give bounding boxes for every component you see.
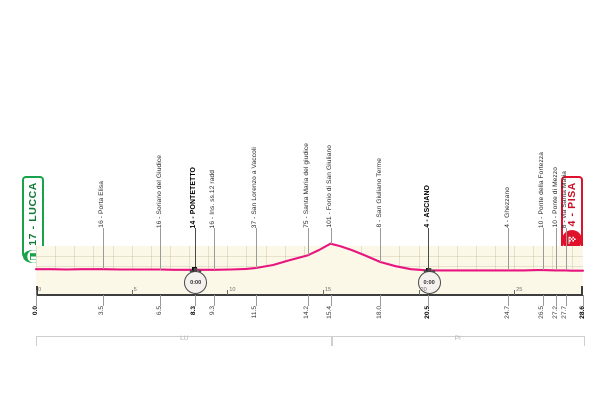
axis-distance-label-10: 24.7	[503, 306, 511, 319]
axis-unit-tick	[36, 290, 37, 295]
axis-distance-label-12: 27.2	[551, 306, 559, 319]
axis-distance-tick	[255, 295, 257, 306]
axis-distance-label-3: 8.3	[190, 306, 198, 316]
axis-distance-label-11: 26.5	[538, 306, 546, 319]
axis-unit-tick	[131, 290, 133, 295]
axis-distance-label-14: 28.6	[578, 306, 586, 319]
axis-unit-label-4: 20	[420, 287, 427, 293]
axis-distance-label-1: 3.5	[98, 306, 106, 316]
province-brackets: LU PI	[36, 335, 585, 350]
axis-unit-label-1: 5	[133, 287, 137, 293]
waypoint-leader-line	[508, 228, 510, 271]
waypoint-leader-line	[307, 228, 309, 256]
axis-distance-label-7: 15.4	[326, 306, 333, 319]
waypoint-label-1: 16 - Soriano del Giudice	[155, 154, 163, 228]
elevation-profile-line	[36, 228, 583, 294]
axis-distance-tick	[556, 295, 558, 306]
stopwatch-icon	[423, 268, 435, 273]
axis-unit-label-2: 10	[229, 287, 236, 293]
axis-distance-tick	[542, 295, 544, 306]
axis-distance-tick	[583, 295, 584, 306]
waypoint-label-11: 10 - Ponte di Mezzo	[551, 167, 559, 228]
waypoint-leader-line	[556, 228, 558, 271]
waypoint-label-8: 4 - ASCIANO	[423, 185, 431, 228]
axis-distance-tick	[213, 295, 215, 306]
axis-cap-right	[581, 286, 583, 295]
axis-unit-tick	[227, 290, 229, 295]
bracket-rule	[37, 336, 332, 337]
axis-unit-label-3: 15	[324, 287, 332, 293]
axis-unit-tick	[514, 290, 516, 295]
axis-distance-tick	[428, 295, 430, 306]
axis-distance-tick	[508, 295, 510, 306]
waypoint-leader-line	[160, 228, 162, 270]
waypoint-label-3: 16 - Ins. ss.12 radd	[209, 169, 217, 228]
sprint-time-label: 0:00	[423, 279, 435, 286]
province-bracket-PI: PI	[330, 335, 585, 346]
axis-distance-label-13: 27.7	[561, 306, 569, 319]
waypoint-leader-line	[380, 228, 382, 262]
waypoint-label-10: 10 - Ponte della Fortezza	[538, 151, 546, 228]
axis-unit-tick	[418, 290, 420, 295]
axis-unit-tick	[322, 290, 324, 295]
axis-distance-tick	[565, 295, 567, 306]
sprint-time-label: 0:00	[190, 279, 202, 286]
axis-distance-label-6: 14.2	[303, 306, 311, 319]
axis-distance-tick	[102, 295, 104, 306]
waypoint-label-12: 8 - via Santa Maria	[561, 170, 569, 228]
axis-distance-label-4: 9.3	[209, 306, 217, 316]
finish-flag-icon	[562, 230, 582, 251]
waypoint-label-9: 4 - Ghezzano	[503, 187, 511, 228]
waypoint-leader-line	[255, 228, 257, 268]
axis-distance-label-2: 6.5	[155, 306, 163, 316]
axis-distance-tick	[160, 295, 162, 306]
axis-distance-tick	[194, 295, 196, 306]
waypoint-leader-line	[542, 228, 544, 271]
province-bracket-LU: LU	[36, 335, 333, 346]
axis-unit-label-0: 0	[38, 287, 42, 293]
axis-distance-label-0: 0.0	[31, 306, 39, 316]
axis-distance-tick	[330, 295, 332, 306]
axis-distance-label-5: 11.5	[251, 306, 259, 319]
waypoint-leader-line	[330, 228, 332, 244]
axis-distance-label-8: 18.0	[375, 306, 383, 319]
bracket-rule	[331, 336, 584, 337]
waypoint-leader-line	[194, 228, 196, 270]
axis-distance-tick	[36, 295, 37, 306]
waypoint-leader-line	[428, 228, 430, 271]
axis-unit-label-5: 25	[516, 287, 523, 293]
waypoint-label-0: 16 - Porta Elisa	[98, 181, 106, 228]
waypoint-leader-line	[102, 228, 104, 270]
stopwatch-icon	[189, 268, 202, 273]
province-label-PI: PI	[454, 335, 461, 342]
province-label-LU: LU	[180, 335, 189, 342]
sprint-time-bubble[interactable]: 0:00	[417, 268, 441, 294]
waypoint-label-7: 8 - San Giuliano Terme	[375, 158, 383, 228]
axis-distance-tick	[307, 295, 309, 306]
waypoint-label-5: 75 - Santa Maria del giudice	[303, 143, 311, 228]
waypoint-label-4: 37 - San Lorenzo a Vaccoli	[251, 146, 259, 228]
sprint-time-bubble[interactable]: 0:00	[184, 268, 208, 294]
distance-axis-line	[36, 294, 583, 296]
waypoint-leader-line	[213, 228, 215, 270]
axis-distance-label-9: 20.5	[423, 306, 431, 319]
waypoint-label-6: 101 - Fonio di San Giuliano	[326, 145, 333, 228]
axis-distance-tick	[380, 295, 382, 306]
elevation-plot-area	[36, 246, 583, 294]
waypoint-leader-line	[565, 228, 567, 271]
waypoint-label-2: 14 - PONTETETTO	[190, 166, 198, 228]
